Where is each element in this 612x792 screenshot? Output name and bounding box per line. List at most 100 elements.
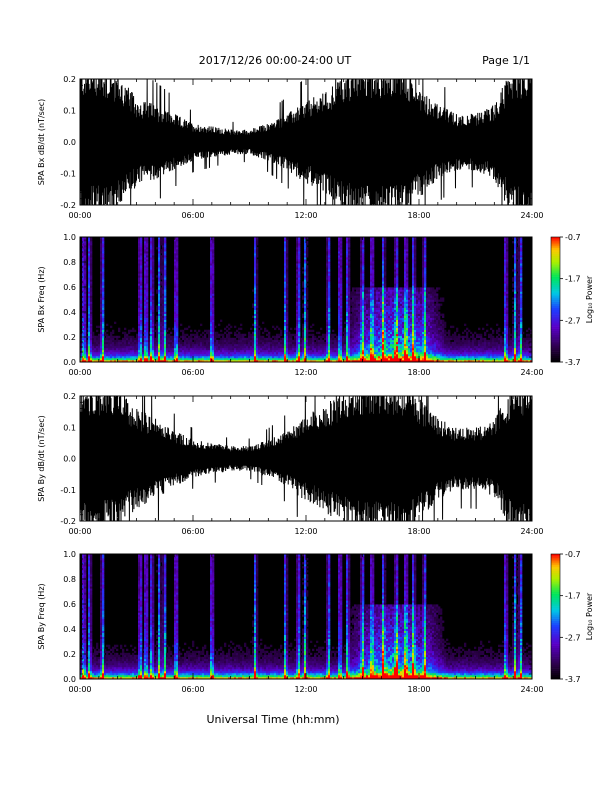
heatmap-cell (400, 331, 403, 335)
heatmap-cell (256, 323, 259, 327)
heatmap-cell (390, 337, 393, 341)
heatmap-cell (402, 323, 405, 327)
heatmap-cell (248, 335, 251, 339)
heatmap-cell (358, 323, 361, 327)
heatmap-cell (338, 283, 341, 286)
heatmap-cell (406, 281, 409, 284)
heatmap-cell (140, 287, 143, 290)
heatmap-cell (326, 311, 329, 314)
heatmap-cell (212, 245, 215, 248)
heatmap-cell (168, 341, 171, 345)
heatmap-cell (328, 267, 331, 270)
heatmap-cell (276, 347, 279, 351)
heatmap-cell (370, 303, 373, 306)
heatmap-cell (142, 343, 145, 347)
heatmap-cell (146, 267, 149, 270)
heatmap-cell (374, 311, 377, 314)
heatmap-cell (386, 293, 389, 296)
heatmap-cell (294, 355, 297, 359)
heatmap-cell (326, 319, 329, 322)
heatmap-cell (150, 347, 153, 351)
heatmap-cell (370, 279, 373, 282)
heatmap-cell (376, 317, 379, 320)
heatmap-cell (134, 351, 137, 355)
heatmap-cell (176, 247, 179, 250)
heatmap-cell (386, 341, 389, 345)
heatmap-cell (404, 315, 407, 318)
heatmap-cell (340, 333, 343, 337)
heatmap-cell (158, 343, 161, 347)
heatmap-cell (398, 299, 401, 302)
heatmap-cell (210, 265, 213, 268)
heatmap-cell (382, 319, 385, 322)
heatmap-cell (150, 345, 153, 349)
heatmap-cell (340, 243, 343, 246)
heatmap-cell (264, 355, 267, 359)
heatmap-cell (112, 359, 115, 363)
heatmap-cell (86, 339, 89, 343)
heatmap-cell (388, 293, 391, 296)
heatmap-cell (118, 339, 121, 343)
heatmap-cell (326, 263, 329, 266)
heatmap-cell (176, 299, 179, 302)
heatmap-cell (384, 327, 387, 331)
heatmap-cell (304, 341, 307, 345)
heatmap-cell (216, 339, 219, 343)
heatmap-cell (346, 329, 349, 333)
heatmap-cell (212, 281, 215, 284)
heatmap-cell (160, 297, 163, 300)
heatmap-cell (400, 321, 403, 324)
heatmap-cell (158, 353, 161, 357)
heatmap-cell (96, 357, 99, 361)
heatmap-cell (404, 277, 407, 280)
heatmap-cell (358, 337, 361, 341)
heatmap-cell (140, 289, 143, 292)
heatmap-cell (156, 339, 159, 343)
heatmap-cell (378, 295, 381, 298)
heatmap-cell (348, 275, 351, 278)
heatmap-cell (178, 355, 181, 359)
heatmap-cell (100, 271, 103, 274)
heatmap-cell (82, 347, 85, 351)
heatmap-cell (158, 297, 161, 300)
heatmap-cell (360, 241, 363, 244)
heatmap-cell (240, 341, 243, 345)
heatmap-cell (250, 355, 253, 359)
heatmap-cell (220, 357, 223, 361)
heatmap-cell (378, 299, 381, 302)
heatmap-cell (358, 319, 361, 322)
heatmap-cell (398, 323, 401, 327)
heatmap-cell (220, 333, 223, 337)
heatmap-cell (80, 359, 83, 363)
heatmap-cell (90, 355, 93, 359)
heatmap-cell (174, 323, 177, 327)
heatmap-cell (374, 349, 377, 353)
heatmap-cell (214, 345, 217, 349)
heatmap-cell (238, 337, 241, 341)
heatmap-cell (154, 351, 157, 355)
heatmap-cell (394, 259, 397, 262)
heatmap-cell (384, 303, 387, 306)
heatmap-cell (264, 329, 267, 333)
heatmap-cell (82, 351, 85, 355)
heatmap-cell (188, 343, 191, 347)
heatmap-cell (102, 251, 105, 254)
heatmap-cell (180, 353, 183, 357)
heatmap-cell (394, 297, 397, 300)
heatmap-cell (376, 293, 379, 296)
heatmap-cell (150, 275, 153, 278)
heatmap-cell (200, 353, 203, 357)
heatmap-cell (84, 337, 87, 341)
heatmap-cell (370, 325, 373, 329)
heatmap-cell (146, 345, 149, 349)
heatmap-cell (340, 335, 343, 339)
heatmap-cell (296, 339, 299, 343)
heatmap-cell (404, 291, 407, 294)
heatmap-cell (400, 359, 403, 363)
heatmap-cell (160, 295, 163, 298)
heatmap-cell (98, 333, 101, 337)
heatmap-cell (140, 237, 143, 240)
heatmap-cell (178, 349, 181, 353)
heatmap-cell (332, 359, 335, 363)
heatmap-cell (284, 259, 287, 262)
